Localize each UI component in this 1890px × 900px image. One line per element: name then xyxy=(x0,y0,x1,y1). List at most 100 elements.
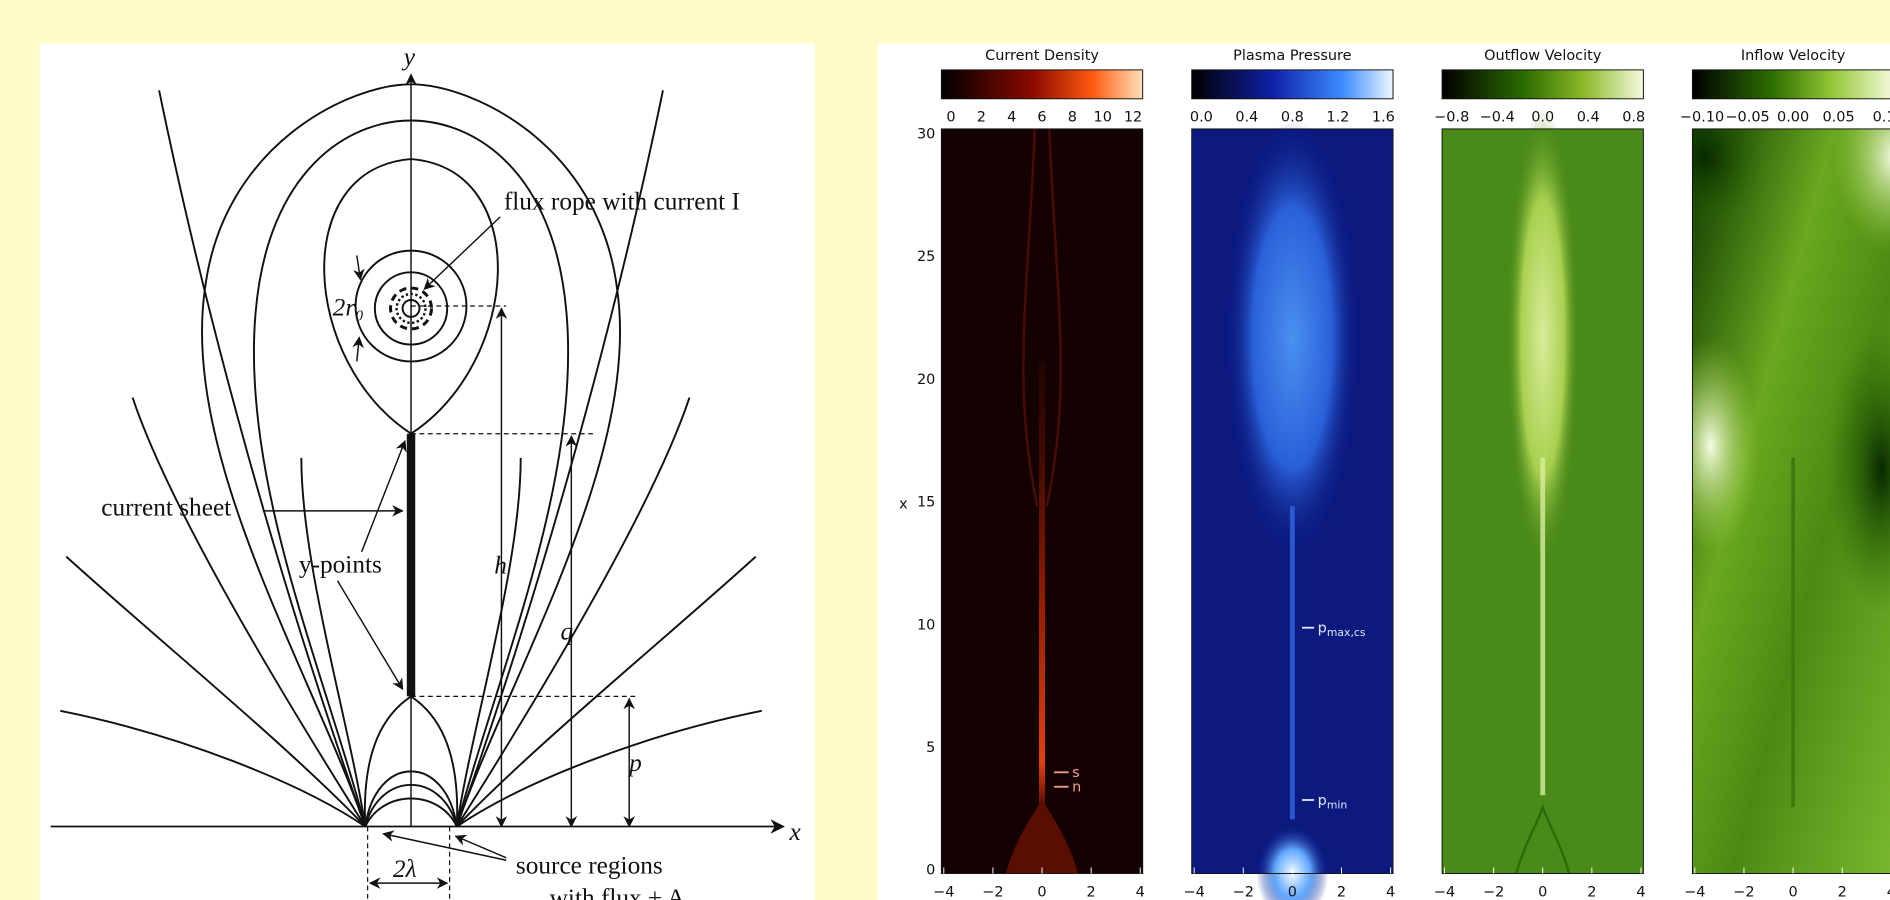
inflow-bright xyxy=(1692,337,1759,555)
field-line xyxy=(364,770,458,827)
x-tick-label: 4 xyxy=(1636,884,1645,900)
field-structure xyxy=(1022,128,1062,507)
colorbar xyxy=(940,69,1144,100)
x-tick-label: 0 xyxy=(1288,884,1297,900)
x-tick-label: 2 xyxy=(1587,884,1596,900)
colorbar-tick-label: 12 xyxy=(1124,110,1142,126)
colorbar xyxy=(1441,69,1644,100)
x-tick-label: −4 xyxy=(1684,884,1705,900)
field-line xyxy=(456,555,757,828)
outflow-streak xyxy=(1506,108,1579,567)
field-line xyxy=(300,457,367,827)
rope-arrow xyxy=(423,216,501,290)
annotation-subscript: max,cs xyxy=(1327,626,1366,639)
label: h xyxy=(494,551,507,579)
field-line xyxy=(373,271,449,346)
colorbar-tick-label: 0.00 xyxy=(1777,110,1809,126)
colorbar-tick-label: −0.8 xyxy=(1434,110,1469,126)
y-axis-label: x xyxy=(899,496,908,512)
y-tick-label: 5 xyxy=(926,740,935,756)
field-line xyxy=(65,555,366,828)
x-tick-label: −4 xyxy=(933,884,954,900)
panel-title: Current Density xyxy=(985,48,1099,64)
colorbar-tick-label: 0.8 xyxy=(1622,110,1645,126)
annotation-subscript: min xyxy=(1327,798,1347,811)
x-tick-label: 4 xyxy=(1887,884,1890,900)
field-line xyxy=(411,119,570,827)
y-point-arrow xyxy=(360,439,407,553)
y-tick-label: 0 xyxy=(926,863,935,879)
radius-arrow xyxy=(352,336,364,362)
colorbar-tick-label: −0.4 xyxy=(1480,110,1515,126)
x-tick-label: −2 xyxy=(1233,884,1254,900)
colorbar-tick-label: 1.6 xyxy=(1372,110,1395,126)
simulation-panels: Current Density 0 2 4 6 8 10 12 −4 −2 0 2 4 Plasma Pr… xyxy=(899,48,1890,900)
field-line xyxy=(323,158,499,435)
field-line xyxy=(456,397,691,828)
colorbar-tick-label: −0.10 xyxy=(1680,110,1724,126)
x-tick-label: −2 xyxy=(982,884,1003,900)
label: p xyxy=(627,749,642,777)
x-tick-label: −2 xyxy=(1483,884,1504,900)
current-sheet xyxy=(1039,361,1046,808)
x-tick-label: 4 xyxy=(1386,884,1395,900)
colorbar xyxy=(1691,69,1890,100)
axis-label: y xyxy=(401,43,416,71)
label: current sheet xyxy=(101,494,231,522)
current-base xyxy=(1005,797,1079,874)
y-tick-label: 10 xyxy=(917,617,935,633)
x-tick-label: 0 xyxy=(1037,884,1046,900)
colorbar-tick-label: 8 xyxy=(1068,110,1077,126)
x-tick-label: −4 xyxy=(1434,884,1455,900)
radius-arrow xyxy=(353,255,365,281)
label: flux rope with current I xyxy=(504,188,740,216)
pressure-blob xyxy=(1226,120,1359,555)
x-tick-label: 0 xyxy=(1538,884,1547,900)
x-tick-label: −4 xyxy=(1183,884,1204,900)
colorbar-tick-label: 2 xyxy=(977,110,986,126)
field-line xyxy=(455,90,664,827)
outflow-sheet xyxy=(1540,457,1546,796)
field-line xyxy=(131,397,367,828)
annotation: pmax,cs xyxy=(1318,621,1366,640)
colorbar-tick-label: 0 xyxy=(946,110,955,126)
field-line xyxy=(252,119,412,827)
colorbar-tick-label: 0.0 xyxy=(1190,110,1213,126)
x-tick-label: −2 xyxy=(1733,884,1754,900)
colorbar xyxy=(1191,69,1394,100)
inflow-sheet xyxy=(1791,457,1795,808)
inflow-dark xyxy=(1827,325,1890,615)
source-arrow xyxy=(382,830,507,861)
panel-title: Plasma Pressure xyxy=(1233,48,1351,64)
colorbar-tick-label: 6 xyxy=(1037,110,1046,126)
x-tick-label: 2 xyxy=(1337,884,1346,900)
colorbar-tick-label: −0.05 xyxy=(1725,110,1769,126)
field-line xyxy=(364,783,458,827)
x-tick-label: 2 xyxy=(1838,884,1847,900)
field-line xyxy=(456,709,762,828)
y-tick-label: 30 xyxy=(917,127,935,143)
x-tick-label: 2 xyxy=(1087,884,1096,900)
field-line xyxy=(60,709,366,828)
field-line xyxy=(158,90,367,827)
panel: Inflow Velocity −0.10−0.05 0.00 0.05 0.1 −4 −2… xyxy=(1680,48,1890,900)
colorbar-tick-label: 10 xyxy=(1093,110,1111,126)
colorbar-tick-label: 1.2 xyxy=(1326,110,1349,126)
label: 2r₀ xyxy=(333,294,364,322)
colorbar-tick-label: 0.4 xyxy=(1577,110,1600,126)
annotation: pmin xyxy=(1318,793,1348,812)
label: source regions xyxy=(516,851,663,879)
outflow-base xyxy=(1515,803,1571,874)
colorbar-tick-label: 0.05 xyxy=(1822,110,1854,126)
field-line xyxy=(201,83,412,827)
field-line xyxy=(364,797,458,827)
panel-title: Outflow Velocity xyxy=(1484,48,1602,64)
x-tick-label: 4 xyxy=(1136,884,1145,900)
pressure-sheet xyxy=(1289,506,1295,820)
panel-title: Inflow Velocity xyxy=(1741,48,1846,64)
annotation-base: p xyxy=(1318,621,1327,637)
rope-boundary xyxy=(389,286,434,331)
